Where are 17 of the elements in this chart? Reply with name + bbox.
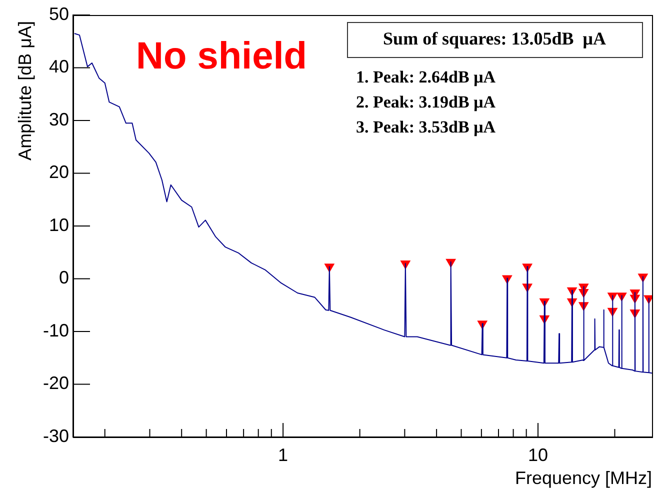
annotation: No shield <box>136 35 308 78</box>
y-tick-label: 30 <box>48 109 69 130</box>
annotation: Sum of squares: 13.05dB μA <box>383 28 606 49</box>
y-tick-label: -30 <box>42 426 69 446</box>
x-tick-label: 1 <box>278 444 288 465</box>
y-tick-label: -20 <box>42 373 69 394</box>
y-tick-label: 50 <box>48 4 69 24</box>
x-axis-title: Frequency [MHz] <box>514 468 652 488</box>
y-tick-label: 20 <box>48 162 69 182</box>
annotation: 1. Peak: 2.64dB μA <box>356 67 496 86</box>
y-tick-label: 40 <box>48 56 69 77</box>
y-tick-label: 10 <box>48 214 69 235</box>
y-tick-label: -10 <box>42 320 69 340</box>
annotation: 3. Peak: 3.53dB μA <box>356 117 496 136</box>
y-tick-label: 0 <box>58 268 69 288</box>
y-axis-title: Amplitute [dB μA] <box>14 21 35 160</box>
annotation: 2. Peak: 3.19dB μA <box>356 92 496 112</box>
